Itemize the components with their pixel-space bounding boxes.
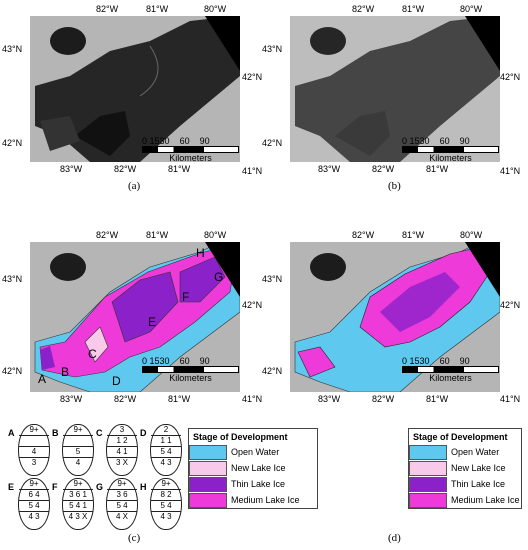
map-panel-b: 0 1530 60 90 Kilometers (290, 16, 500, 162)
legend-item: New Lake Ice (189, 460, 317, 476)
egg-code-id: E (8, 482, 15, 492)
region-label-h: H (196, 246, 205, 260)
lon-label: 82°W (352, 230, 375, 240)
lon-label: 82°W (352, 4, 375, 14)
sar-image-b (290, 16, 500, 162)
region-label-c: C (88, 347, 97, 361)
caption-d: (d) (388, 532, 401, 544)
scalebar-a: 0 1530 60 90 Kilometers (142, 136, 239, 162)
egg-code-id: H (140, 482, 147, 492)
lon-label: 83°W (60, 164, 83, 174)
sar-image-a (30, 16, 240, 162)
egg-code-a: 9+ 4 3 (18, 424, 50, 476)
lon-label: 80°W (460, 4, 483, 14)
caption-c: (c) (128, 532, 141, 544)
caption-a: (a) (128, 180, 141, 192)
lat-label: 42°N (2, 366, 23, 376)
lon-label: 82°W (114, 164, 137, 174)
lon-label: 82°W (372, 164, 395, 174)
legend-item: New Lake Ice (409, 460, 521, 476)
lat-label: 41°N (500, 394, 521, 404)
lon-label: 81°W (146, 230, 169, 240)
egg-code-id: F (52, 482, 58, 492)
lon-label: 80°W (204, 4, 227, 14)
lon-label: 81°W (402, 230, 425, 240)
egg-code-id: C (96, 428, 103, 438)
lon-label: 80°W (460, 230, 483, 240)
lon-label: 82°W (114, 394, 137, 404)
lat-label: 43°N (2, 44, 23, 54)
lat-label: 42°N (500, 300, 521, 310)
legend-c: Stage of Development Open Water New Lake… (188, 428, 318, 509)
legend-item: Open Water (189, 444, 317, 460)
lon-label: 80°W (204, 230, 227, 240)
lat-label: 41°N (242, 166, 263, 176)
egg-code-id: D (140, 428, 147, 438)
lat-label: 43°N (262, 44, 283, 54)
egg-code-b: 9+ 5 4 (62, 424, 94, 476)
legend-item: Open Water (409, 444, 521, 460)
lon-label: 81°W (426, 394, 449, 404)
legend-item: Thin Lake Ice (189, 476, 317, 492)
lon-label: 81°W (426, 164, 449, 174)
lat-label: 41°N (500, 166, 521, 176)
lat-label: 42°N (500, 72, 521, 82)
lon-label: 83°W (318, 164, 341, 174)
lat-label: 43°N (2, 274, 23, 284)
lon-label: 81°W (146, 4, 169, 14)
lat-label: 42°N (262, 366, 283, 376)
legend-item: Medium Lake Ice (409, 492, 521, 508)
lon-label: 81°W (168, 164, 191, 174)
region-label-g: G (214, 270, 224, 284)
lon-label: 81°W (402, 4, 425, 14)
lat-label: 43°N (262, 274, 283, 284)
map-panel-c: A B C D E F G H 0 1530 60 90 Kilometers (30, 242, 240, 392)
egg-code-id: A (8, 428, 15, 438)
region-label-e: E (148, 315, 157, 329)
lon-label: 83°W (318, 394, 341, 404)
egg-code-id: B (52, 428, 59, 438)
lon-label: 82°W (96, 4, 119, 14)
lon-label: 82°W (96, 230, 119, 240)
region-label-b: B (61, 365, 70, 379)
legend-title: Stage of Development (193, 432, 288, 442)
legend-item: Thin Lake Ice (409, 476, 521, 492)
lat-label: 42°N (262, 138, 283, 148)
scalebar-d: 0 1530 60 90 Kilometers (402, 356, 499, 383)
lon-label: 81°W (168, 394, 191, 404)
map-panel-a: 0 1530 60 90 Kilometers (30, 16, 240, 162)
lat-label: 42°N (2, 138, 23, 148)
lon-label: 83°W (60, 394, 83, 404)
lon-label: 82°W (372, 394, 395, 404)
region-label-d: D (112, 374, 121, 388)
lat-label: 42°N (242, 72, 263, 82)
region-label-a: A (38, 372, 47, 386)
legend-title: Stage of Development (413, 432, 508, 442)
lat-label: 42°N (242, 300, 263, 310)
region-label-f: F (182, 290, 190, 304)
map-panel-d: 0 1530 60 90 Kilometers (290, 242, 500, 392)
scalebar-c: 0 1530 60 90 Kilometers (142, 356, 239, 383)
scalebar-b: 0 1530 60 90 Kilometers (402, 136, 499, 162)
lat-label: 41°N (242, 394, 263, 404)
egg-code-id: G (96, 482, 104, 492)
legend-item: Medium Lake Ice (189, 492, 317, 508)
caption-b: (b) (388, 180, 401, 192)
legend-d: Stage of Development Open Water New Lake… (408, 428, 522, 509)
